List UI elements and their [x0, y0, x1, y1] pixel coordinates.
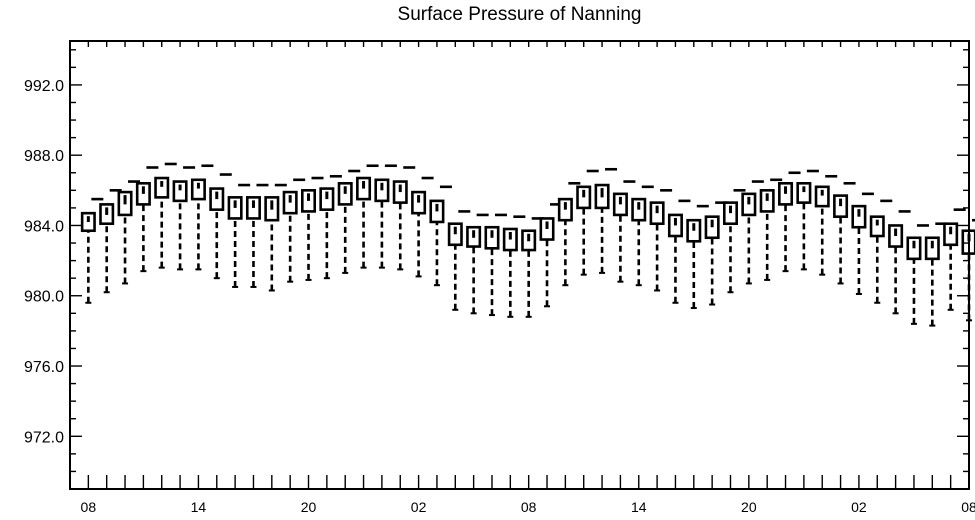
box-25 — [521, 217, 544, 318]
box-6 — [172, 166, 196, 271]
y-tick-label: 980.0 — [24, 289, 64, 306]
box-37 — [741, 180, 764, 285]
boxes-layer — [80, 162, 975, 327]
box-45 — [888, 210, 911, 315]
box-1 — [80, 197, 104, 304]
box-iqr — [924, 236, 940, 261]
box-iqr — [576, 185, 592, 210]
x-tick-label: 20 — [301, 499, 317, 515]
x-tick-label: 08 — [81, 499, 97, 515]
box-iqr — [154, 176, 170, 199]
box-26 — [539, 203, 563, 308]
box-40 — [796, 169, 819, 271]
box-24 — [502, 215, 526, 318]
chart-title: Surface Pressure of Nanning — [397, 4, 642, 25]
box-27 — [557, 182, 581, 287]
box-28 — [576, 169, 599, 276]
box-iqr — [649, 201, 665, 226]
box-9 — [227, 183, 251, 288]
box-5 — [154, 162, 177, 269]
box-iqr — [190, 178, 206, 201]
box-44 — [869, 199, 893, 304]
box-35 — [704, 201, 728, 306]
box-iqr — [814, 185, 830, 208]
y-tick-label: 988.0 — [24, 148, 64, 165]
x-tick-label: 14 — [631, 499, 647, 515]
box-20 — [429, 185, 452, 287]
box-46 — [906, 224, 929, 325]
box-3 — [117, 180, 141, 285]
box-iqr — [704, 215, 720, 240]
box-iqr — [172, 180, 188, 203]
box-iqr — [906, 236, 922, 261]
box-12 — [282, 178, 306, 283]
box-39 — [778, 171, 801, 273]
box-iqr — [392, 180, 408, 204]
box-iqr — [429, 199, 445, 224]
box-2 — [99, 189, 122, 294]
box-23 — [484, 213, 507, 317]
y-tick-label: 984.0 — [24, 218, 64, 235]
box-iqr — [833, 194, 849, 218]
box-16 — [356, 164, 379, 269]
box-14 — [319, 174, 342, 280]
box-48 — [943, 208, 966, 311]
box-43 — [851, 192, 874, 295]
y-tick-label: 976.0 — [24, 359, 64, 376]
y-tick-label: 972.0 — [24, 429, 64, 446]
box-iqr — [943, 222, 959, 247]
box-iqr — [209, 187, 225, 211]
box-8 — [209, 173, 232, 280]
x-tick-label: 08 — [961, 499, 975, 515]
box-42 — [833, 182, 856, 285]
box-iqr — [869, 215, 885, 238]
box-36 — [722, 189, 746, 294]
box-iqr — [722, 201, 738, 226]
box-11 — [264, 183, 287, 292]
y-tick-label: 992.0 — [24, 78, 64, 95]
box-22 — [466, 213, 489, 315]
box-31 — [631, 185, 654, 287]
x-tick-label: 02 — [411, 499, 427, 515]
box-29 — [594, 167, 618, 274]
box-33 — [667, 199, 691, 304]
x-tick-label: 14 — [191, 499, 207, 515]
x-tick-label: 02 — [851, 499, 867, 515]
box-32 — [649, 189, 673, 292]
box-iqr — [667, 213, 683, 238]
box-18 — [392, 166, 416, 271]
box-19 — [411, 176, 434, 278]
box-iqr — [796, 182, 812, 204]
box-21 — [447, 210, 471, 311]
box-iqr — [319, 187, 335, 211]
box-13 — [301, 176, 324, 281]
box-17 — [374, 164, 397, 269]
box-iqr — [374, 178, 390, 203]
box-15 — [337, 169, 361, 274]
box-10 — [245, 183, 269, 288]
box-7 — [190, 164, 214, 271]
plot-frame — [69, 40, 970, 490]
box-41 — [814, 174, 838, 276]
box-4 — [135, 166, 159, 273]
x-tick-label: 20 — [741, 499, 757, 515]
axes-layer: 972.0 976.0 980.0 984.0 988.0 992.0 08 14 20 02 08… — [24, 41, 975, 515]
box-iqr — [612, 192, 628, 217]
box-30 — [612, 180, 636, 283]
box-iqr — [741, 192, 757, 217]
box-34 — [686, 204, 709, 310]
box-iqr — [447, 222, 463, 247]
box-38 — [759, 178, 783, 281]
x-tick-label: 08 — [521, 499, 537, 515]
